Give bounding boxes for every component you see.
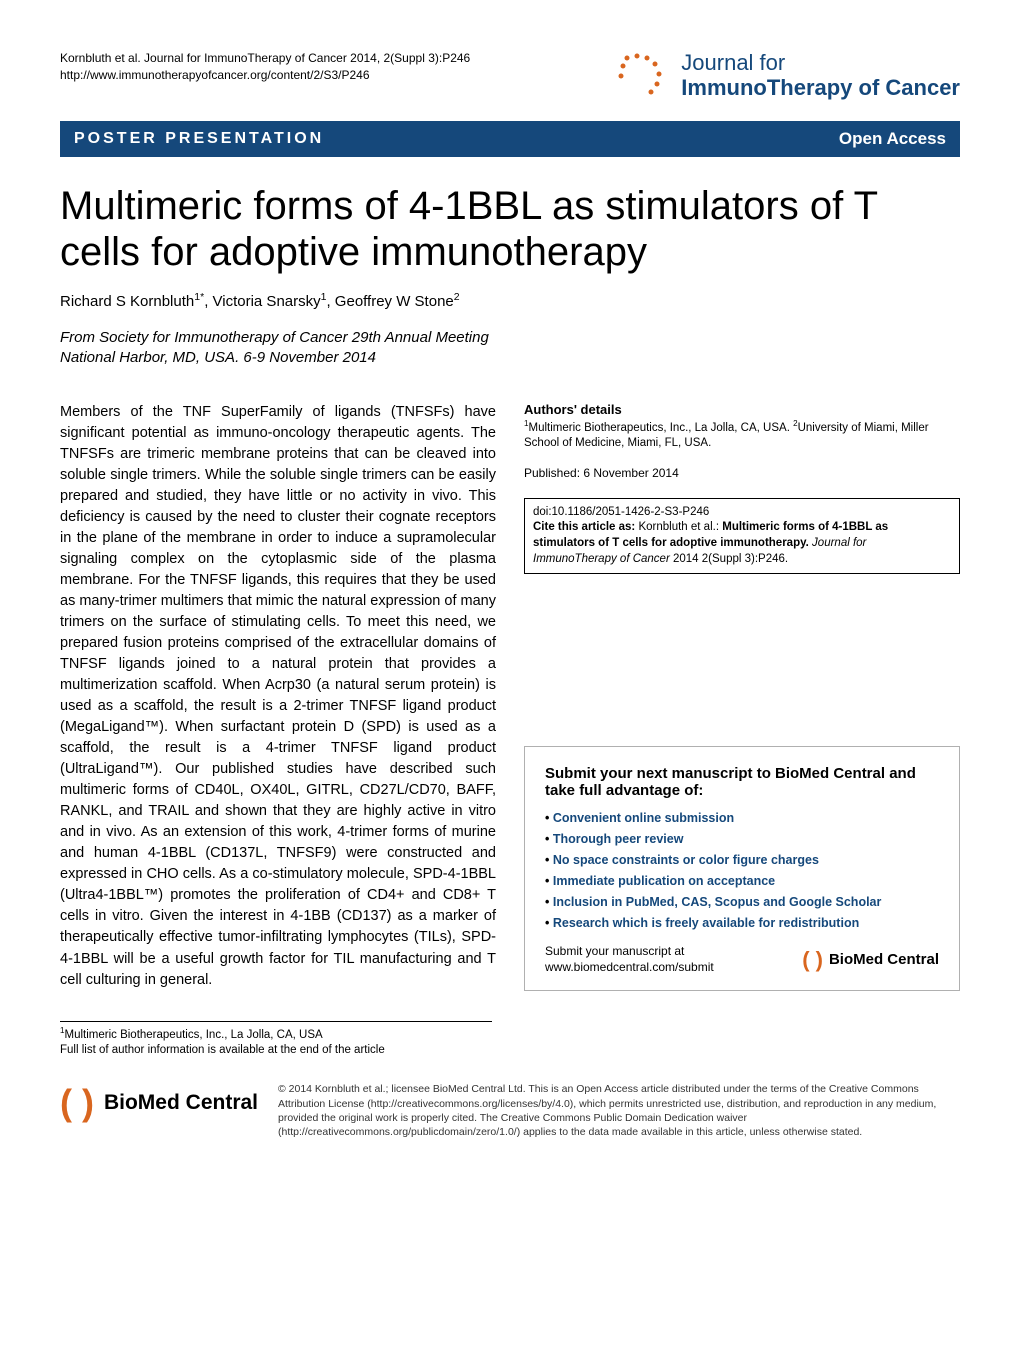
doi-line: doi:10.1186/2051-1426-2-S3-P246 xyxy=(533,505,951,521)
bmc-paren-icon: ( ) xyxy=(802,947,823,973)
authors-details-heading: Authors' details xyxy=(524,402,960,417)
journal-logo: Journal for ImmunoTherapy of Cancer xyxy=(617,50,960,101)
article-title: Multimeric forms of 4-1BBL as stimulator… xyxy=(60,183,960,275)
cite-label: Cite this article as: xyxy=(533,521,635,533)
journal-logo-text: Journal for ImmunoTherapy of Cancer xyxy=(681,50,960,101)
submit-cta-line1: Submit your manuscript at xyxy=(545,944,684,958)
journal-name-line1: Journal for xyxy=(681,50,785,75)
authors-details-text: 1Multimeric Biotherapeutics, Inc., La Jo… xyxy=(524,419,960,452)
from-block: From Society for Immunotherapy of Cancer… xyxy=(60,328,960,369)
section-banner: POSTER PRESENTATION Open Access xyxy=(60,121,960,157)
submit-item: Immediate publication on acceptance xyxy=(545,874,939,888)
right-column: Authors' details 1Multimeric Biotherapeu… xyxy=(524,402,960,990)
bmc-logo-text: BioMed Central xyxy=(829,951,939,968)
license-text: © 2014 Kornbluth et al.; licensee BioMed… xyxy=(278,1082,960,1139)
submit-item: Research which is freely available for r… xyxy=(545,916,939,930)
cite-line: Cite this article as: Kornbluth et al.: … xyxy=(533,520,951,567)
footer-affiliation: 1Multimeric Biotherapeutics, Inc., La Jo… xyxy=(60,1021,492,1059)
submit-box: Submit your next manuscript to BioMed Ce… xyxy=(524,746,960,990)
banner-left: POSTER PRESENTATION xyxy=(74,130,324,148)
footer-affil-line1: 1Multimeric Biotherapeutics, Inc., La Jo… xyxy=(60,1026,492,1043)
biomed-central-logo-large: ( ) BioMed Central xyxy=(60,1082,258,1124)
submit-cta: Submit your manuscript at www.biomedcent… xyxy=(545,944,714,975)
submit-benefits-list: Convenient online submission Thorough pe… xyxy=(545,811,939,930)
submit-item: Thorough peer review xyxy=(545,832,939,846)
from-event: Society for Immunotherapy of Cancer 29th… xyxy=(99,329,489,346)
from-location: National Harbor, MD, USA. 6-9 November 2… xyxy=(60,349,376,366)
submit-heading: Submit your next manuscript to BioMed Ce… xyxy=(545,765,939,799)
license-row: ( ) BioMed Central © 2014 Kornbluth et a… xyxy=(60,1082,960,1139)
bmc-paren-icon-large: ( ) xyxy=(60,1082,94,1124)
submit-footer: Submit your manuscript at www.biomedcent… xyxy=(545,944,939,975)
bmc-logo-text-large: BioMed Central xyxy=(104,1091,258,1115)
header-row: Kornbluth et al. Journal for ImmunoThera… xyxy=(60,50,960,101)
logo-dots-icon xyxy=(617,50,667,100)
two-column-layout: Members of the TNF SuperFamily of ligand… xyxy=(60,402,960,990)
left-column: Members of the TNF SuperFamily of ligand… xyxy=(60,402,496,990)
submit-item: Inclusion in PubMed, CAS, Scopus and Goo… xyxy=(545,895,939,909)
doi-citation-box: doi:10.1186/2051-1426-2-S3-P246 Cite thi… xyxy=(524,498,960,574)
submit-item: Convenient online submission xyxy=(545,811,939,825)
from-prefix: From xyxy=(60,329,95,346)
authors-line: Richard S Kornbluth1*, Victoria Snarsky1… xyxy=(60,291,960,310)
footer-affil-line2: Full list of author information is avail… xyxy=(60,1043,492,1059)
citation-text: Kornbluth et al. Journal for ImmunoThera… xyxy=(60,50,470,67)
citation-block: Kornbluth et al. Journal for ImmunoThera… xyxy=(60,50,470,84)
cite-ref: 2014 2(Suppl 3):P246. xyxy=(673,553,788,565)
journal-name-line2: ImmunoTherapy of Cancer xyxy=(681,75,960,100)
cite-authors: Kornbluth et al.: xyxy=(638,521,719,533)
biomed-central-logo: ( ) BioMed Central xyxy=(802,947,939,973)
abstract-body: Members of the TNF SuperFamily of ligand… xyxy=(60,402,496,990)
citation-url: http://www.immunotherapyofcancer.org/con… xyxy=(60,67,470,84)
submit-cta-line2[interactable]: www.biomedcentral.com/submit xyxy=(545,960,714,974)
published-date: Published: 6 November 2014 xyxy=(524,466,960,480)
authors-details-block: Authors' details 1Multimeric Biotherapeu… xyxy=(524,402,960,466)
banner-right: Open Access xyxy=(839,129,946,149)
submit-item: No space constraints or color figure cha… xyxy=(545,853,939,867)
